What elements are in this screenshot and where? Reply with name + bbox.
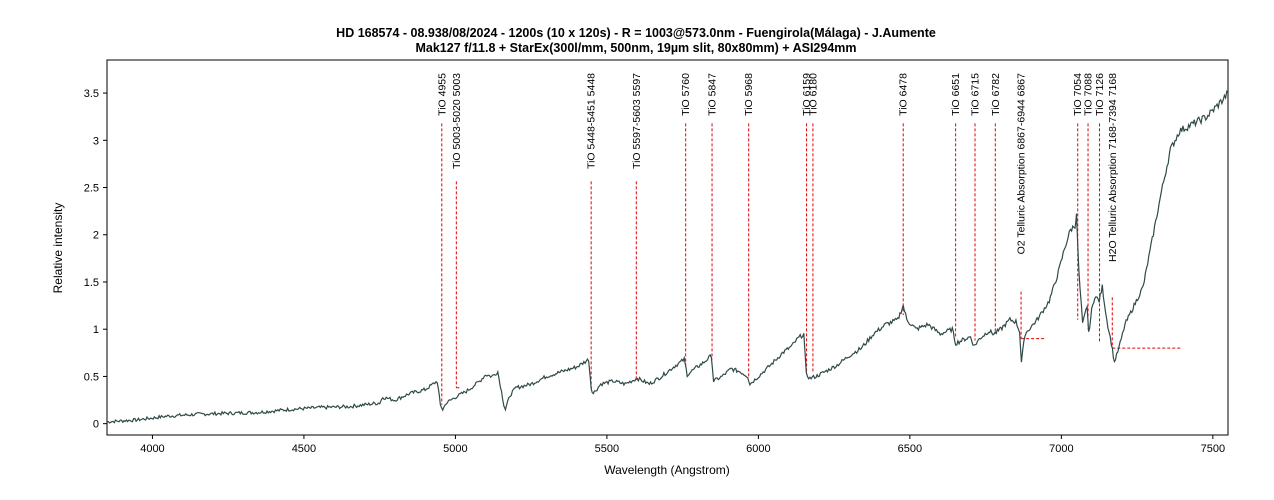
marker-label: TiO 5448-5451 5448 xyxy=(586,73,598,169)
x-tick-label: 6000 xyxy=(746,443,770,455)
marker-label: TiO 6651 xyxy=(950,73,962,116)
x-tick-label: 5500 xyxy=(595,443,619,455)
marker-label: TiO 5847 xyxy=(707,73,719,116)
marker-label: TiO 5968 xyxy=(743,73,755,116)
marker-label: TiO 6782 xyxy=(990,73,1002,116)
marker-label: H2O Telluric Absorption 7168-7394 7168 xyxy=(1107,73,1119,262)
marker-label: TiO 6715 xyxy=(970,73,982,116)
y-tick-label: 0 xyxy=(93,419,99,431)
x-tick-label: 4500 xyxy=(292,443,316,455)
x-tick-label: 7500 xyxy=(1201,443,1225,455)
x-tick-label: 5000 xyxy=(443,443,467,455)
marker-labels: TiO 4955 TiO 5003-5020 5003 TiO 5448-5451 … xyxy=(436,73,1119,262)
spectrum-line xyxy=(106,89,1229,424)
marker-label: TiO 6478 xyxy=(898,73,910,116)
x-tick-label: 6500 xyxy=(898,443,922,455)
marker-label: TiO 5760 xyxy=(680,73,692,116)
y-tick-label: 1 xyxy=(93,324,99,336)
chart-subtitle: Mak127 f/11.8 + StarEx(300l/mm, 500nm, 1… xyxy=(415,41,856,55)
y-tick-label: 2 xyxy=(93,230,99,242)
marker-lines xyxy=(441,123,1181,405)
marker-label: TiO 7126 xyxy=(1094,73,1106,116)
x-axis-ticks: 4000 4500 5000 5500 6000 6500 7000 7500 xyxy=(140,435,1225,455)
y-axis-ticks: 0 0.5 1 1.5 2 2.5 3 3.5 xyxy=(84,88,107,431)
y-tick-label: 3.5 xyxy=(84,88,99,100)
marker-label: TiO 7088 xyxy=(1083,73,1095,116)
series-group xyxy=(106,89,1229,424)
marker-label: TiO 4955 xyxy=(436,73,448,116)
x-tick-label: 4000 xyxy=(140,443,164,455)
marker-label: TiO 7054 xyxy=(1072,73,1084,116)
plot-frame xyxy=(106,59,1229,436)
marker-label: O2 Telluric Absorption 6867-6944 6867 xyxy=(1016,73,1028,255)
y-axis-label: Relative intensity xyxy=(51,203,65,294)
y-tick-label: 0.5 xyxy=(84,371,99,383)
y-tick-label: 3 xyxy=(93,135,99,147)
y-tick-label: 2.5 xyxy=(84,183,99,195)
chart-title: HD 168574 - 08.938/08/2024 - 1200s (10 x… xyxy=(336,26,936,40)
marker-label: TiO 5597-5603 5597 xyxy=(631,73,643,169)
marker-label: TiO 6159 xyxy=(801,73,813,116)
x-axis-label: Wavelength (Angstrom) xyxy=(604,463,730,477)
marker-label: TiO 5003-5020 5003 xyxy=(451,73,463,169)
y-tick-label: 1.5 xyxy=(84,277,99,289)
marker-label: TiO 6180 xyxy=(807,73,819,116)
x-tick-label: 7000 xyxy=(1049,443,1073,455)
